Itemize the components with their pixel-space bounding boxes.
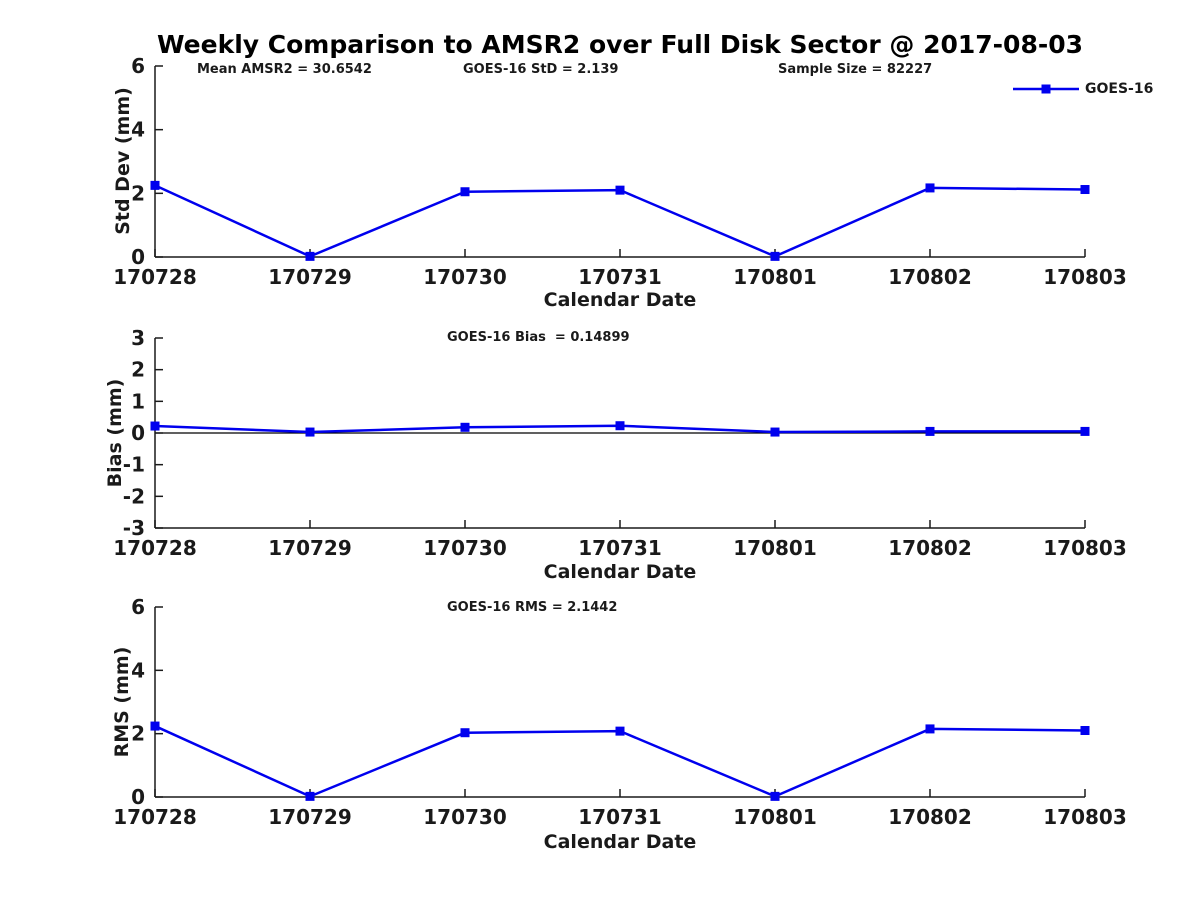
svg-text:0: 0 <box>131 421 145 445</box>
svg-text:170803: 170803 <box>1043 805 1127 829</box>
y-axis-label-std-dev: Std Dev (mm) <box>112 87 134 235</box>
svg-text:170728: 170728 <box>113 805 197 829</box>
svg-text:170731: 170731 <box>578 805 662 829</box>
svg-text:-3: -3 <box>123 516 145 540</box>
y-axis-label-rms: RMS (mm) <box>111 646 133 758</box>
svg-text:1: 1 <box>131 389 145 413</box>
svg-text:170731: 170731 <box>578 536 662 560</box>
svg-text:170802: 170802 <box>888 265 972 289</box>
legend-square-marker <box>1041 84 1051 94</box>
svg-text:170729: 170729 <box>268 265 352 289</box>
svg-text:170730: 170730 <box>423 805 507 829</box>
chart-title: Weekly Comparison to AMSR2 over Full Dis… <box>156 30 1084 59</box>
svg-text:170801: 170801 <box>733 536 817 560</box>
svg-text:170728: 170728 <box>113 265 197 289</box>
svg-text:170729: 170729 <box>268 536 352 560</box>
svg-text:6: 6 <box>131 54 145 78</box>
svg-text:2: 2 <box>131 722 145 746</box>
svg-text:-1: -1 <box>123 453 145 477</box>
svg-text:4: 4 <box>131 118 145 142</box>
svg-text:170801: 170801 <box>733 805 817 829</box>
stat-sample-size: Sample Size = 82227 <box>778 62 933 77</box>
svg-text:2: 2 <box>131 181 145 205</box>
svg-text:2: 2 <box>131 358 145 382</box>
svg-text:3: 3 <box>131 326 145 350</box>
svg-text:170730: 170730 <box>423 265 507 289</box>
legend: GOES-16 <box>1013 81 1153 97</box>
svg-text:170803: 170803 <box>1043 265 1127 289</box>
stat-mean-amsr2: Mean AMSR2 = 30.6542 <box>197 62 372 77</box>
x-axis-label-rms: Calendar Date <box>543 831 697 853</box>
svg-text:170731: 170731 <box>578 265 662 289</box>
svg-text:170803: 170803 <box>1043 536 1127 560</box>
plot-rms: 0 2 4 6 170728 170729 170730 170731 170801 170802… <box>113 595 1127 829</box>
svg-text:0: 0 <box>131 245 145 269</box>
svg-text:170802: 170802 <box>888 805 972 829</box>
legend-line-sample <box>1013 84 1079 94</box>
plot-std-dev: 0 2 4 6 170728 170729 170730 170731 170801 170802… <box>113 54 1127 289</box>
svg-text:4: 4 <box>131 658 145 682</box>
svg-text:170802: 170802 <box>888 536 972 560</box>
svg-text:0: 0 <box>131 785 145 809</box>
x-axis-label-std-dev: Calendar Date <box>543 289 697 311</box>
svg-text:170801: 170801 <box>733 265 817 289</box>
x-axis-label-bias: Calendar Date <box>543 561 697 583</box>
stat-goes16-rms: GOES-16 RMS = 2.1442 <box>447 600 618 615</box>
svg-text:170729: 170729 <box>268 805 352 829</box>
svg-text:170730: 170730 <box>423 536 507 560</box>
svg-text:6: 6 <box>131 595 145 619</box>
stat-goes16-bias: GOES-16 Bias = 0.14899 <box>447 330 630 345</box>
legend-label: GOES-16 <box>1085 81 1154 97</box>
svg-text:-2: -2 <box>123 484 145 508</box>
stat-goes16-std: GOES-16 StD = 2.139 <box>463 62 619 77</box>
svg-text:170728: 170728 <box>113 536 197 560</box>
y-axis-label-bias: Bias (mm) <box>104 378 126 488</box>
